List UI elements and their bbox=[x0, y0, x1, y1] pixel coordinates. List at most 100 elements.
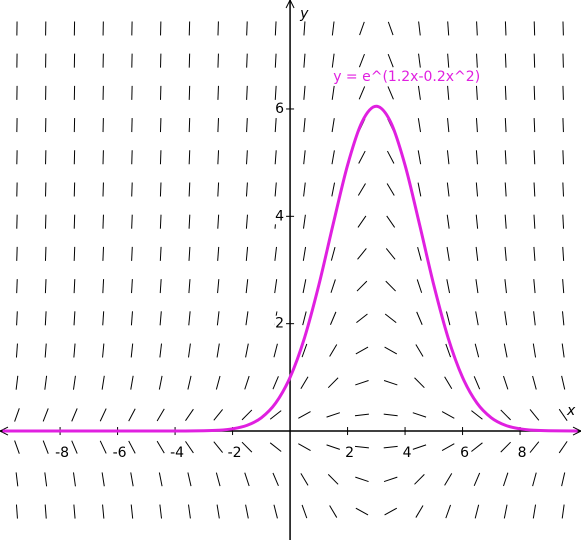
x-tick-label: -8 bbox=[55, 445, 69, 461]
slope-segment bbox=[188, 246, 191, 261]
slope-segment bbox=[504, 279, 507, 294]
label-bg bbox=[111, 445, 128, 462]
slope-segment bbox=[331, 53, 335, 68]
slope-segment bbox=[561, 343, 565, 358]
slope-segment bbox=[130, 504, 134, 519]
slope-segment bbox=[130, 472, 134, 487]
slope-segment bbox=[14, 440, 20, 454]
slope-segment bbox=[99, 408, 107, 422]
label-bg bbox=[459, 445, 471, 462]
slope-segment bbox=[213, 441, 223, 453]
slope-segment bbox=[216, 504, 220, 519]
slope-segment bbox=[15, 375, 19, 390]
slope-segment bbox=[532, 504, 537, 519]
slope-segment bbox=[533, 246, 536, 261]
slope-segment bbox=[131, 246, 133, 261]
x-arrow bbox=[0, 426, 581, 436]
slope-segment bbox=[504, 182, 507, 197]
x-tick-label: 2 bbox=[345, 445, 354, 461]
slope-segment bbox=[383, 380, 398, 386]
slope-segment bbox=[16, 279, 18, 294]
slope-segment bbox=[71, 440, 78, 454]
slope-segment bbox=[273, 343, 278, 358]
slope-segment bbox=[159, 504, 163, 519]
slope-segment bbox=[475, 214, 479, 229]
slope-segment bbox=[562, 150, 564, 165]
slope-segment bbox=[73, 279, 76, 294]
slope-segment bbox=[216, 311, 220, 326]
label-bg bbox=[169, 445, 186, 462]
slope-segment bbox=[303, 21, 306, 36]
slope-segment bbox=[417, 247, 422, 261]
slope-segment bbox=[274, 279, 278, 294]
slope-segment bbox=[102, 311, 105, 326]
slope-segment bbox=[354, 445, 369, 449]
slope-segment bbox=[42, 408, 49, 422]
slope-segment bbox=[358, 86, 366, 100]
slope-segment bbox=[245, 279, 249, 294]
slope-segment bbox=[386, 150, 395, 164]
slope-segment bbox=[562, 214, 565, 229]
slope-segment bbox=[245, 343, 249, 358]
slope-segment bbox=[357, 215, 367, 228]
slope-segment bbox=[415, 505, 424, 518]
slope-segment bbox=[475, 182, 479, 197]
slope-segment bbox=[331, 21, 335, 36]
label-bg bbox=[54, 445, 71, 462]
slope-segment bbox=[188, 182, 191, 197]
slope-segment bbox=[533, 311, 536, 326]
slope-segment bbox=[418, 21, 421, 36]
slope-segment bbox=[418, 53, 421, 68]
slope-segment bbox=[417, 118, 422, 133]
slope-segment bbox=[269, 442, 282, 452]
slope-segment bbox=[71, 408, 78, 422]
slope-segment bbox=[331, 118, 335, 133]
slope-segment bbox=[130, 375, 134, 390]
slope-segment bbox=[384, 313, 397, 324]
slope-segment bbox=[447, 53, 450, 68]
slope-segment bbox=[245, 246, 249, 261]
slope-segment bbox=[532, 375, 537, 390]
slope-segment bbox=[532, 472, 537, 487]
slope-segment bbox=[504, 85, 507, 100]
slope-segment bbox=[504, 214, 507, 229]
slope-segment bbox=[504, 21, 507, 36]
x-tick-label: 8 bbox=[518, 445, 527, 461]
slope-segment bbox=[355, 507, 369, 516]
slope-segment bbox=[156, 408, 165, 422]
slope-segment bbox=[532, 343, 537, 358]
slope-segment bbox=[213, 409, 223, 421]
slope-segment bbox=[131, 214, 133, 229]
slope-segment bbox=[385, 248, 396, 260]
slope-segment bbox=[414, 474, 425, 485]
slope-segment bbox=[384, 507, 398, 516]
slope-segment bbox=[245, 504, 249, 519]
slope-segment bbox=[159, 311, 162, 326]
slope-segment bbox=[274, 182, 277, 197]
slope-segment bbox=[274, 150, 277, 165]
slope-segment bbox=[444, 473, 453, 486]
slope-segment bbox=[384, 346, 398, 355]
slope-segment bbox=[44, 504, 47, 519]
slope-segment bbox=[244, 472, 250, 487]
label-bg bbox=[516, 445, 528, 462]
slope-segment bbox=[128, 440, 136, 454]
slope-segment bbox=[445, 343, 452, 358]
slope-segment bbox=[529, 409, 540, 421]
slope-segment bbox=[188, 279, 191, 294]
slope-segment bbox=[329, 344, 338, 357]
slope-segment bbox=[241, 441, 253, 453]
slope-segment bbox=[187, 375, 192, 390]
slope-segment bbox=[274, 21, 277, 36]
slope-segment bbox=[216, 343, 220, 358]
slope-segment bbox=[303, 85, 306, 100]
slope-segment bbox=[274, 85, 277, 100]
slope-segment bbox=[327, 377, 339, 389]
slope-segment bbox=[441, 443, 455, 451]
slope-segment bbox=[473, 472, 481, 486]
slope-segment bbox=[357, 183, 366, 196]
slope-segment bbox=[355, 476, 369, 483]
slope-segment bbox=[447, 85, 450, 100]
slope-segment bbox=[158, 375, 163, 390]
